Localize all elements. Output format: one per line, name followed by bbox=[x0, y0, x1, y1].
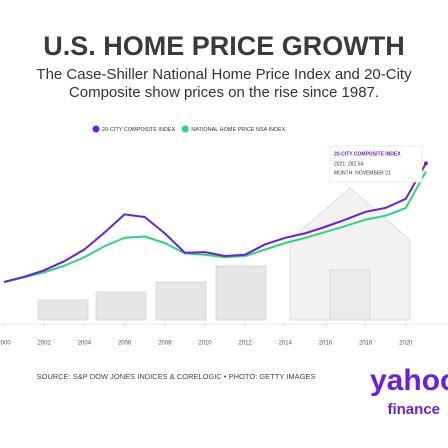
chart-title: U.S. HOME PRICE GROWTH bbox=[43, 31, 405, 61]
tooltip-box bbox=[329, 145, 423, 183]
x-tick-label: 2012 bbox=[238, 341, 252, 347]
legend-label: NATIONAL HOME PRICE NSA INDEX bbox=[191, 127, 285, 133]
logo-sub: finance bbox=[387, 401, 440, 418]
logo: yahoo! bbox=[370, 364, 448, 397]
legend-swatch bbox=[181, 125, 189, 133]
chart-subtitle: The Case-Shiller National Home Price Ind… bbox=[36, 66, 412, 101]
series-line bbox=[3, 171, 427, 283]
series-line bbox=[3, 162, 427, 283]
tooltip-line: 2021: 282.54 bbox=[334, 161, 363, 167]
subtitle-box: The Case-Shiller National Home Price Ind… bbox=[36, 66, 412, 101]
tooltip-line: MONTH: NOVEMBER 21 bbox=[334, 170, 391, 176]
x-tick-label: 2016 bbox=[319, 341, 333, 347]
x-tick-label: 2000 bbox=[0, 341, 11, 347]
x-tick-label: 2010 bbox=[198, 341, 212, 347]
x-tick-label: 2020 bbox=[399, 341, 413, 347]
x-tick-label: 2004 bbox=[78, 341, 92, 347]
x-tick-label: 2014 bbox=[279, 341, 293, 347]
x-tick-label: 2008 bbox=[158, 341, 172, 347]
x-tick-label: 2018 bbox=[359, 341, 373, 347]
x-tick-label: 2002 bbox=[38, 341, 52, 347]
source: SOURCE: S&P DOW JONES INDICES & CORELOGI… bbox=[37, 372, 316, 381]
x-tick-label: 2006 bbox=[118, 341, 132, 347]
tooltip-title: 20-CITY COMPOSITE INDEX bbox=[334, 151, 401, 157]
background-art bbox=[37, 187, 411, 321]
legend-swatch bbox=[92, 125, 100, 133]
tooltip-point bbox=[423, 161, 428, 166]
legend-label: 20-CITY COMPOSITE INDEX bbox=[102, 127, 176, 133]
